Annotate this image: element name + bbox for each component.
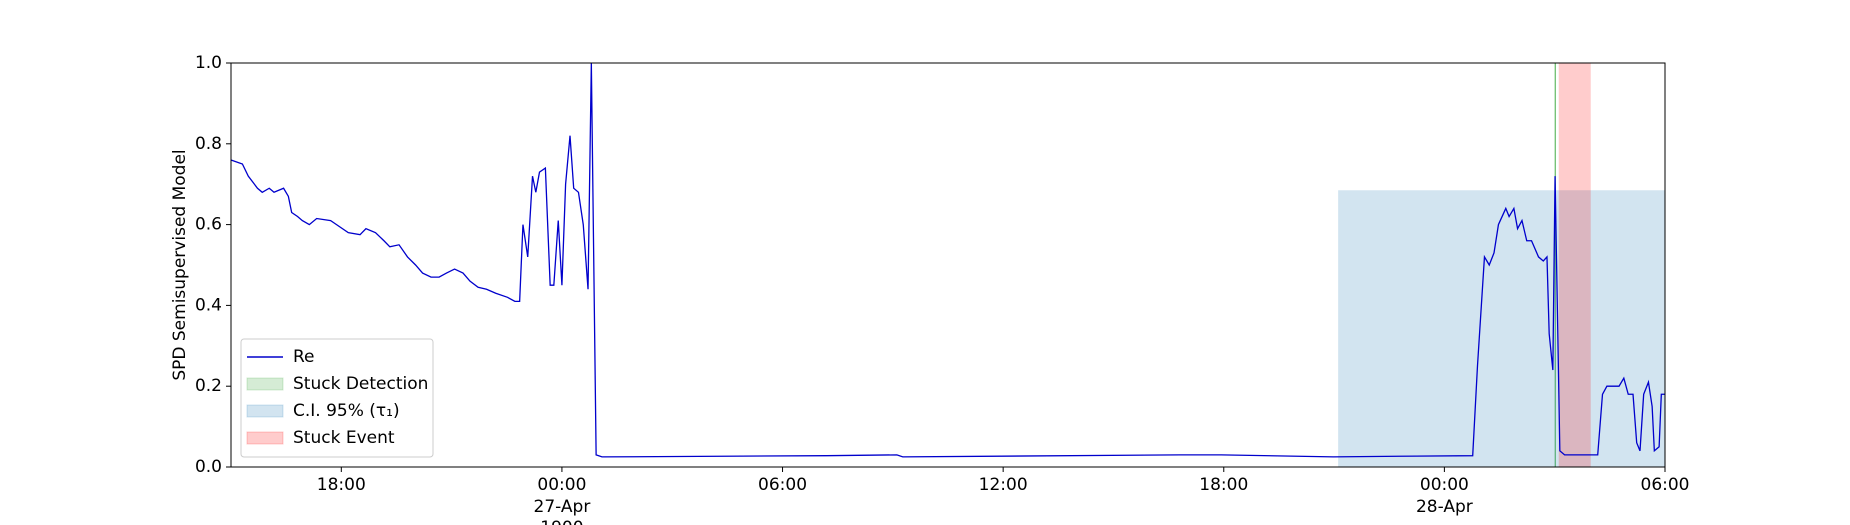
legend-patch (246, 404, 284, 418)
line (230, 62, 1665, 458)
span (1338, 190, 1665, 467)
x-tick-label: 06:00 (1641, 475, 1690, 495)
x-tick-sublabel: 1900 (540, 518, 583, 525)
y-tick-label: 0.4 (195, 295, 222, 315)
y-tick-label: 0.2 (195, 376, 222, 396)
plot-frame (230, 62, 1666, 468)
x-tick-sublabel: 27-Apr (534, 497, 591, 517)
y-tick-label: 0.0 (195, 457, 222, 477)
legend-label: Re (293, 347, 315, 367)
span (1554, 63, 1556, 467)
legend-label: C.I. 95% (τ₁) (293, 401, 400, 421)
x-tick-label: 18:00 (317, 475, 366, 495)
y-tick-label: 1.0 (195, 53, 222, 73)
legend-patch (246, 377, 284, 391)
x-tick-label: 12:00 (979, 475, 1028, 495)
y-tick-label: 0.6 (195, 215, 222, 235)
y-axis-label: SPD Semisupervised Model (170, 149, 190, 380)
legend-label: Stuck Event (293, 428, 395, 448)
x-tick-label: 00:00 (537, 475, 586, 495)
span (1558, 63, 1591, 467)
x-tick-label: 18:00 (1199, 475, 1248, 495)
legend-patch (246, 431, 284, 445)
y-tick-label: 0.8 (195, 134, 222, 154)
x-tick-label: 06:00 (758, 475, 807, 495)
x-tick-sublabel: 28-Apr (1416, 497, 1473, 517)
legend-label: Stuck Detection (293, 374, 428, 394)
legend-box (240, 338, 434, 458)
x-tick-label: 00:00 (1420, 475, 1469, 495)
